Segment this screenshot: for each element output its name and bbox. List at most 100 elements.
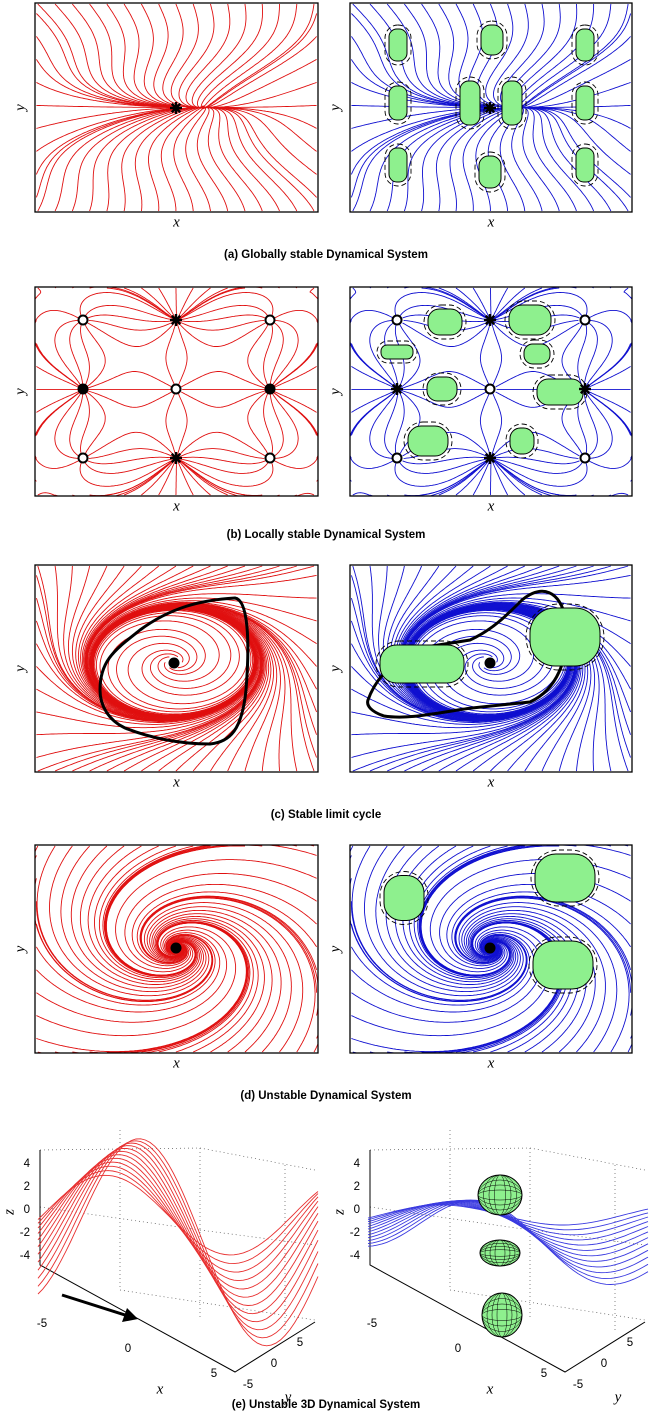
streamline xyxy=(153,915,265,1053)
streamline xyxy=(36,13,176,108)
caption: (c) Stable limit cycle xyxy=(271,809,382,821)
trajectory-3d xyxy=(37,1154,319,1298)
streamline xyxy=(584,389,632,436)
streamline xyxy=(36,933,216,1006)
streamline xyxy=(584,319,613,389)
streamline xyxy=(202,106,280,212)
streamline xyxy=(79,845,202,985)
obstacle-margin xyxy=(376,340,418,364)
streamline xyxy=(36,389,82,413)
streamline xyxy=(516,106,577,212)
x-axis-label: x xyxy=(487,214,495,230)
streamline xyxy=(165,393,177,458)
streamline xyxy=(89,105,205,212)
obstacle xyxy=(529,607,601,667)
z-tick-label: -4 xyxy=(20,1250,31,1262)
streamline xyxy=(403,105,519,212)
streamline xyxy=(35,923,214,1002)
streamline xyxy=(270,320,318,390)
attractor-dot xyxy=(170,942,182,954)
streamline xyxy=(156,921,251,1053)
z-tick-label: 2 xyxy=(354,1181,360,1193)
equilibrium-star xyxy=(391,383,403,395)
streamline xyxy=(178,456,266,465)
obstacle-margin xyxy=(530,849,600,907)
streamline xyxy=(177,287,228,321)
streamline xyxy=(295,492,315,496)
streamline xyxy=(36,107,176,152)
streamline xyxy=(177,458,280,496)
streamline xyxy=(247,324,270,390)
streamline xyxy=(84,389,173,408)
streamline xyxy=(269,389,284,457)
streamline xyxy=(350,389,398,469)
streamline xyxy=(516,13,632,110)
streamline xyxy=(583,322,598,389)
streamline xyxy=(176,431,266,459)
streamline xyxy=(176,393,188,458)
streamline xyxy=(369,3,490,108)
streamline xyxy=(402,456,489,465)
obstacle xyxy=(380,344,414,360)
obstacle-mesh xyxy=(477,1179,523,1211)
obstacle-margin xyxy=(571,24,599,66)
streamline xyxy=(479,321,492,386)
axis-3d xyxy=(369,1150,646,1373)
streamline xyxy=(408,845,513,980)
streamline xyxy=(271,366,317,390)
obstacle-margin xyxy=(497,76,527,130)
trajectory-3d xyxy=(37,1157,319,1290)
limit-cycle xyxy=(98,596,250,746)
grid-line-3d xyxy=(119,1289,316,1321)
streamline xyxy=(176,321,188,386)
z-tick-label: -4 xyxy=(350,1250,361,1262)
streamline xyxy=(202,106,317,198)
streamline xyxy=(35,309,83,390)
obstacle-margin xyxy=(571,143,599,187)
repeller-ring xyxy=(77,452,89,464)
plot-frame xyxy=(349,2,633,213)
streamline xyxy=(83,324,106,390)
repeller-ring xyxy=(579,314,591,326)
streamline xyxy=(398,324,421,390)
streamline xyxy=(124,873,317,969)
equilibrium-star xyxy=(170,452,182,464)
streamline xyxy=(35,108,176,175)
x-tick-label: -5 xyxy=(367,1318,377,1330)
streamline xyxy=(106,3,176,107)
obstacle xyxy=(388,28,408,62)
attractor-dot xyxy=(168,657,180,669)
trajectory-3d xyxy=(367,1199,649,1274)
streamline xyxy=(454,896,632,1016)
obstacle-margin xyxy=(571,81,599,125)
x-tick-label: 5 xyxy=(541,1368,547,1380)
streamline xyxy=(350,389,398,436)
attractor-dot xyxy=(264,383,276,395)
streamline xyxy=(270,390,299,459)
obstacle xyxy=(388,85,408,121)
streamline xyxy=(180,371,269,390)
streamline xyxy=(350,309,398,390)
streamline xyxy=(87,456,175,465)
streamline xyxy=(54,106,205,212)
obstacle-margin xyxy=(505,423,539,459)
plot-frame xyxy=(349,844,633,1054)
streamline xyxy=(351,366,397,390)
streamline xyxy=(71,106,205,212)
streamline xyxy=(80,324,90,389)
trajectory-3d xyxy=(367,1199,649,1268)
streamline xyxy=(491,287,577,321)
grid-line-3d xyxy=(199,1229,316,1246)
streamline xyxy=(69,322,84,389)
equilibrium-star xyxy=(170,102,182,114)
streamline xyxy=(351,932,535,1013)
streamline xyxy=(176,320,266,347)
streamline xyxy=(35,845,39,853)
streamline xyxy=(269,322,284,389)
streamline xyxy=(54,319,83,389)
axis-3d xyxy=(39,1150,316,1373)
streamline xyxy=(87,314,175,323)
streamline xyxy=(36,932,221,1013)
streamline xyxy=(350,923,528,1002)
streamline xyxy=(153,3,205,109)
